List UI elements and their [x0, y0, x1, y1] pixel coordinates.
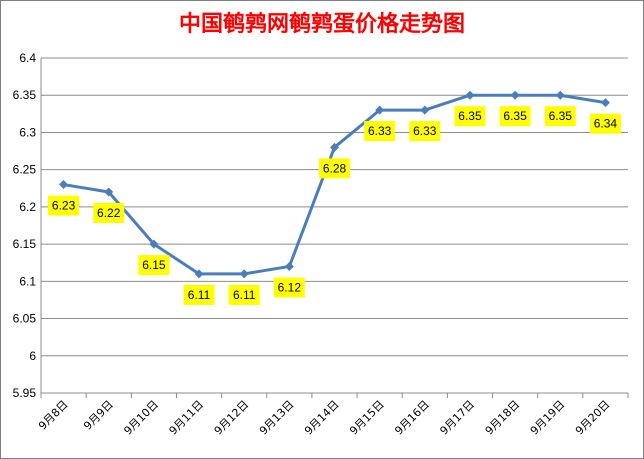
data-label-text: 6.11 [188, 288, 211, 302]
data-label-text: 6.28 [323, 161, 347, 175]
data-point [330, 142, 339, 152]
data-label-box [589, 113, 621, 134]
data-point [555, 90, 565, 100]
x-tick-label: 9月13日 [257, 398, 297, 438]
data-point [59, 180, 69, 190]
y-tick-label: 6.35 [13, 88, 37, 102]
data-label-box [93, 203, 125, 223]
data-point [600, 98, 610, 108]
data-label: 6.23 [48, 195, 80, 216]
data-label: 6.35 [499, 106, 531, 127]
data-label-box [183, 284, 215, 305]
data-label: 6.22 [93, 203, 125, 223]
data-label: 6.33 [364, 121, 396, 142]
chart-title: 中国鹌鹑网鹌鹑蛋价格走势图 [178, 11, 465, 37]
data-label-box [228, 284, 260, 305]
y-tick-label: 6.15 [13, 237, 37, 251]
data-point [465, 90, 475, 100]
data-label-text: 6.35 [549, 109, 573, 123]
data-label-box [364, 121, 396, 142]
data-label-text: 6.35 [503, 109, 527, 123]
x-tick-label: 9月18日 [483, 398, 523, 438]
data-label-box [138, 255, 170, 276]
x-tick-label: 9月12日 [212, 398, 252, 438]
data-label: 6.11 [228, 284, 260, 305]
y-tick-label: 6.25 [13, 163, 37, 177]
data-point [420, 105, 430, 115]
data-label-text: 6.12 [278, 280, 302, 294]
x-tick-label: 9月10日 [121, 398, 161, 438]
data-label-box [409, 121, 441, 142]
data-label-box [454, 106, 486, 127]
data-label: 6.35 [544, 106, 576, 127]
x-tick-label: 9月15日 [347, 398, 387, 438]
data-label-text: 6.33 [413, 124, 437, 138]
data-point [239, 269, 249, 279]
data-point [104, 187, 114, 197]
x-tick-label: 9月11日 [167, 398, 207, 438]
y-tick-label: 5.95 [13, 386, 37, 400]
x-tick-label: 9月9日 [81, 398, 116, 433]
y-tick-label: 6.3 [19, 125, 36, 139]
x-tick-labels: 9月8日 9月9日 9月10日 9月11日 9月12日 9月13日 9月14日 9月15日 9月… [36, 398, 612, 438]
data-point [375, 105, 385, 115]
data-label: 6.34 [589, 113, 621, 134]
data-label: 6.12 [273, 277, 305, 298]
data-label: 6.15 [138, 255, 170, 276]
data-label-box [499, 106, 531, 127]
data-label: 6.35 [454, 106, 486, 127]
data-label-text: 6.33 [368, 124, 392, 138]
data-point [284, 261, 294, 271]
y-tick-label: 6.4 [19, 51, 36, 65]
data-label-box [544, 106, 576, 127]
data-label: 6.28 [319, 158, 350, 179]
gridlines [41, 57, 628, 394]
data-label-text: 6.23 [52, 199, 76, 213]
x-tick-label: 9月19日 [528, 398, 568, 438]
y-tick-label: 6 [29, 349, 36, 363]
data-points [59, 90, 610, 279]
x-tick-label: 9月8日 [36, 398, 71, 433]
data-point [149, 239, 159, 249]
y-tick-label: 6.2 [19, 200, 36, 214]
data-label-box [319, 158, 350, 179]
data-label-text: 6.35 [458, 109, 482, 123]
data-label-text: 6.11 [233, 288, 256, 302]
x-tick-label: 9月17日 [437, 398, 477, 438]
data-label-box [273, 277, 305, 298]
data-label-box [48, 195, 80, 216]
axes [40, 58, 629, 398]
data-labels: 6.23 6.22 6.15 6.11 6.11 6.12 6.28 6.33 6.33 6.35… [48, 106, 621, 305]
data-label: 6.11 [183, 284, 215, 305]
data-label-text: 6.22 [97, 206, 121, 220]
data-point [510, 90, 520, 100]
x-tick-label: 9月16日 [392, 398, 432, 438]
data-label-text: 6.34 [594, 117, 618, 131]
y-tick-label: 6.05 [13, 312, 37, 326]
y-tick-labels: 6.4 6.35 6.3 6.25 6.2 6.15 6.1 6.05 6 5.95 [13, 51, 37, 400]
x-tick-label: 9月14日 [302, 398, 342, 438]
data-label-text: 6.15 [142, 258, 166, 272]
y-tick-label: 6.1 [19, 274, 36, 288]
data-label: 6.33 [409, 121, 441, 142]
x-tick-label: 9月20日 [573, 398, 613, 438]
data-point [194, 269, 204, 279]
